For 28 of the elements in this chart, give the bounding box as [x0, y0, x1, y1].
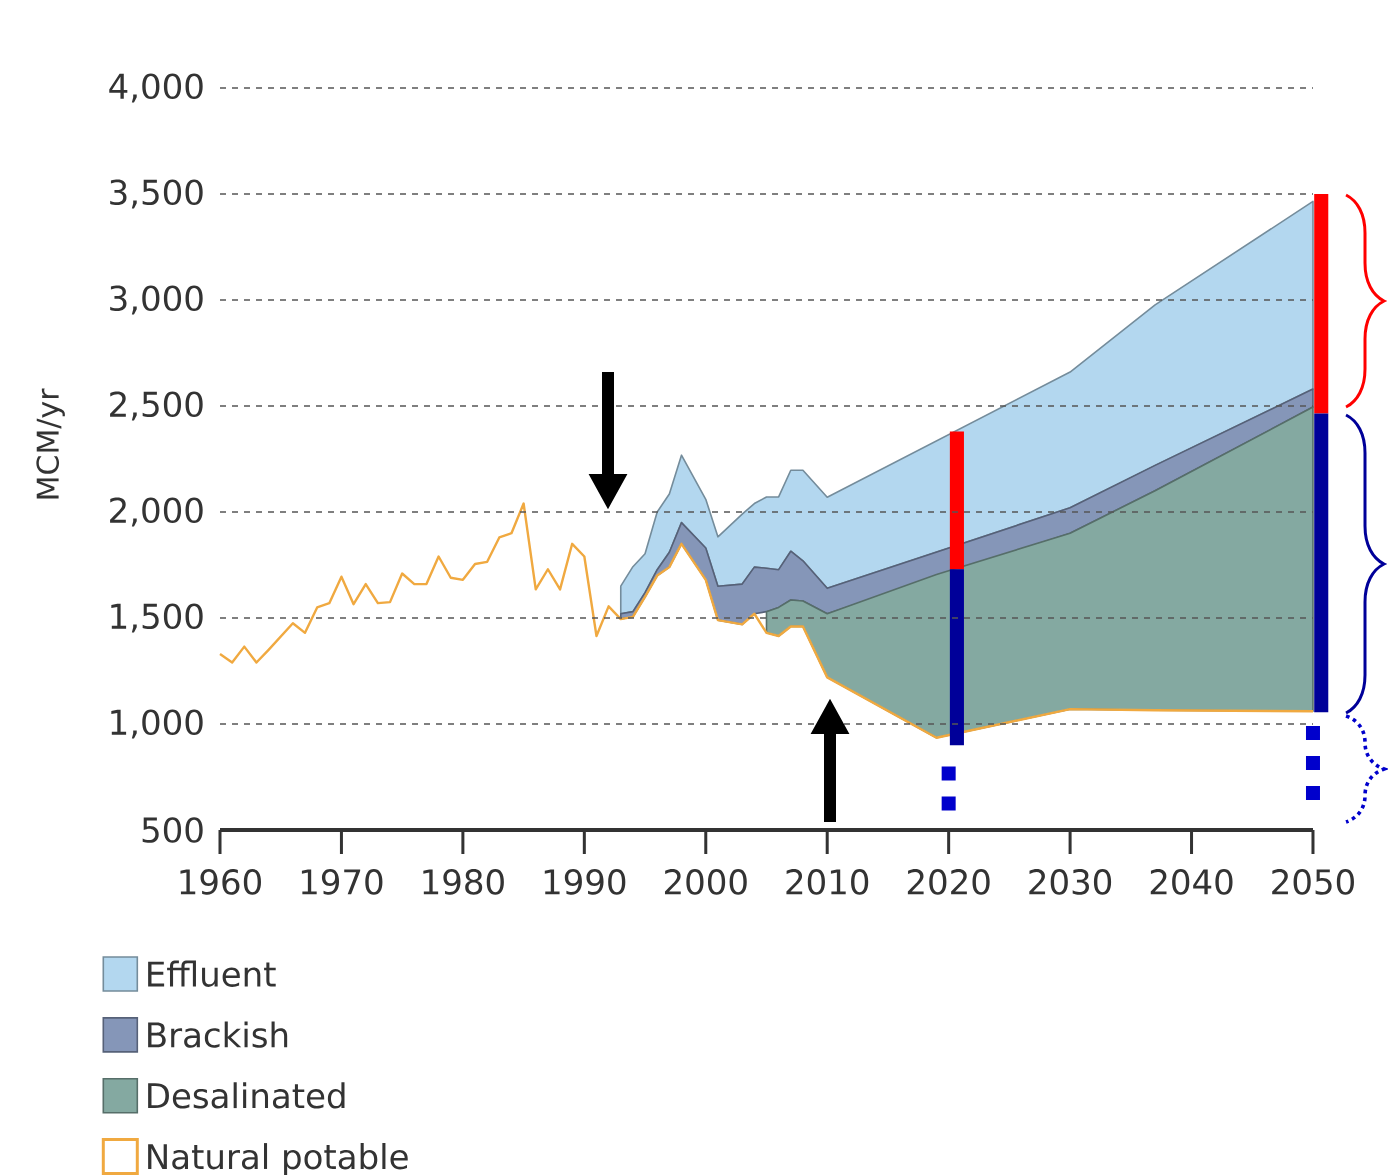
- x-tick-label: 1960: [180, 869, 261, 895]
- x-tick-label: 2000: [664, 869, 747, 895]
- x-tick-label: 2030: [1029, 869, 1112, 895]
- x-tick-label: 2010: [786, 869, 869, 895]
- x-tick-label: 2050: [1272, 869, 1354, 895]
- bar: [949, 431, 964, 570]
- y-tick-label: 2,500: [110, 391, 203, 421]
- legend-label: Desalinated: [148, 1082, 345, 1109]
- y-tick-label: 4,000: [109, 73, 203, 103]
- y-tick-label: 1,000: [111, 709, 203, 739]
- y-tick-label: 1,500: [111, 603, 203, 633]
- y-tick-label: 2,000: [110, 497, 203, 527]
- x-tick-label: 2020: [907, 869, 990, 895]
- x-tick-label: 1990: [544, 869, 626, 895]
- x-tick-label: 1970: [301, 869, 383, 895]
- bar: [1314, 413, 1329, 713]
- y-axis-title: MCM/yr: [36, 388, 65, 499]
- x-tick-label: 2040: [1150, 869, 1233, 895]
- y-tick-label: 3,000: [110, 285, 203, 315]
- line-series: [218, 502, 1315, 739]
- bar: [949, 569, 964, 746]
- legend-label: Natural potable: [148, 1143, 408, 1175]
- bar: [1314, 194, 1329, 414]
- y-tick-label: 500: [142, 817, 203, 843]
- x-tick-label: 1980: [423, 869, 504, 895]
- y-tick-label: 3,500: [110, 179, 203, 209]
- legend-label: Effluent: [148, 960, 276, 987]
- legend-label: Brackish: [148, 1021, 288, 1048]
